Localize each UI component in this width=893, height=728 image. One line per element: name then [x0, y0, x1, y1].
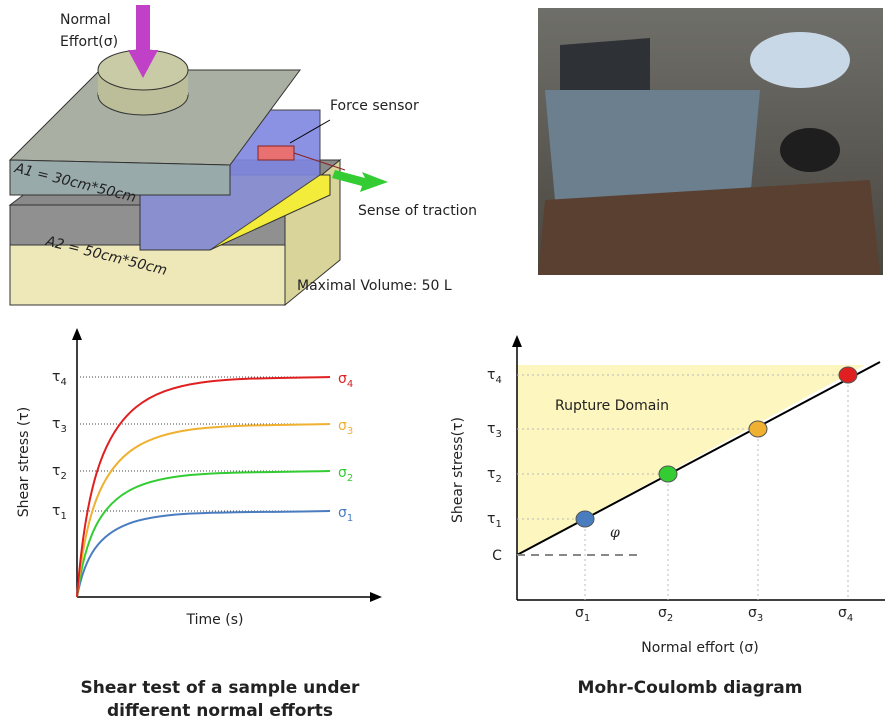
- curve: [76, 470, 331, 598]
- subscript: 4: [60, 377, 66, 388]
- subscript: 1: [584, 613, 590, 624]
- subscript: 3: [60, 424, 66, 435]
- label: Maximal Volume: 50 L: [297, 278, 452, 294]
- symbol: σ: [658, 605, 667, 621]
- cohesion-label: C: [492, 548, 502, 564]
- axis-label: Shear stress (τ): [16, 407, 32, 517]
- axis-label: Shear stress(τ): [450, 417, 466, 523]
- subscript: 3: [495, 429, 501, 440]
- symbol: σ: [838, 605, 847, 621]
- symbol: τ: [487, 466, 495, 482]
- caption: Shear test of a sample under: [81, 678, 361, 698]
- tau-label: τ3: [487, 421, 502, 440]
- sigma-label: σ4: [838, 605, 853, 624]
- tau-label: τ4: [52, 369, 67, 388]
- subscript: 2: [495, 474, 501, 485]
- subscript: 1: [347, 513, 353, 524]
- mohr-coulomb-chart: C Rupture Domain φ Shear stress(τ) Norma…: [450, 335, 885, 698]
- curve: [76, 376, 331, 598]
- domain-label: Rupture Domain: [555, 398, 669, 414]
- symbol: σ: [338, 465, 347, 481]
- symbol: τ: [52, 463, 60, 479]
- caption: different normal efforts: [107, 701, 333, 721]
- tau-label: τ1: [52, 503, 67, 522]
- axis-label: Normal effort (σ): [641, 640, 758, 656]
- photo: [538, 8, 883, 275]
- symbol: τ: [52, 416, 60, 432]
- symbol: σ: [748, 605, 757, 621]
- point: [838, 366, 858, 384]
- sigma-label: σ1: [338, 505, 353, 524]
- symbol: τ: [487, 421, 495, 437]
- subscript: 4: [347, 379, 353, 390]
- sigma-label: σ3: [748, 605, 763, 624]
- symbol: σ: [338, 371, 347, 387]
- symbol: σ: [575, 605, 584, 621]
- shear-test-chart: Shear stress (τ) Time (s) Shear test of …: [16, 328, 382, 721]
- symbol: τ: [52, 503, 60, 519]
- label: Effort(σ): [60, 34, 118, 50]
- point: [575, 510, 595, 528]
- sigma-label: σ3: [338, 418, 353, 437]
- symbol: τ: [52, 369, 60, 385]
- label: Sense of traction: [358, 203, 477, 219]
- curve: [76, 510, 331, 598]
- subscript: 1: [495, 519, 501, 530]
- tau-label: τ1: [487, 511, 502, 530]
- sigma-label: σ4: [338, 371, 353, 390]
- label: Force sensor: [330, 98, 419, 114]
- subscript: 3: [347, 426, 353, 437]
- subscript: 3: [757, 613, 763, 624]
- subscript: 2: [667, 613, 673, 624]
- subscript: 4: [847, 613, 853, 624]
- label: Normal: [60, 12, 111, 28]
- subscript: 2: [347, 473, 353, 484]
- axis-label: Time (s): [186, 612, 244, 628]
- subscript: 2: [60, 471, 66, 482]
- symbol: σ: [338, 418, 347, 434]
- sigma-label: σ2: [658, 605, 673, 624]
- subscript: 1: [60, 511, 66, 522]
- tau-label: τ2: [52, 463, 67, 482]
- sigma-label: σ2: [338, 465, 353, 484]
- caption: Mohr-Coulomb diagram: [578, 678, 803, 698]
- curve: [76, 423, 331, 598]
- symbol: τ: [487, 367, 495, 383]
- sigma-label: σ1: [575, 605, 590, 624]
- symbol: τ: [487, 511, 495, 527]
- apparatus: Normal Effort(σ) Force sensor A1 = 30cm*…: [8, 5, 477, 307]
- point: [658, 465, 678, 483]
- tau-label: τ4: [487, 367, 502, 386]
- symbol: σ: [338, 505, 347, 521]
- tau-label: τ3: [52, 416, 67, 435]
- subscript: 4: [495, 375, 501, 386]
- point: [748, 420, 768, 438]
- tau-label: τ2: [487, 466, 502, 485]
- angle-label: φ: [610, 525, 620, 541]
